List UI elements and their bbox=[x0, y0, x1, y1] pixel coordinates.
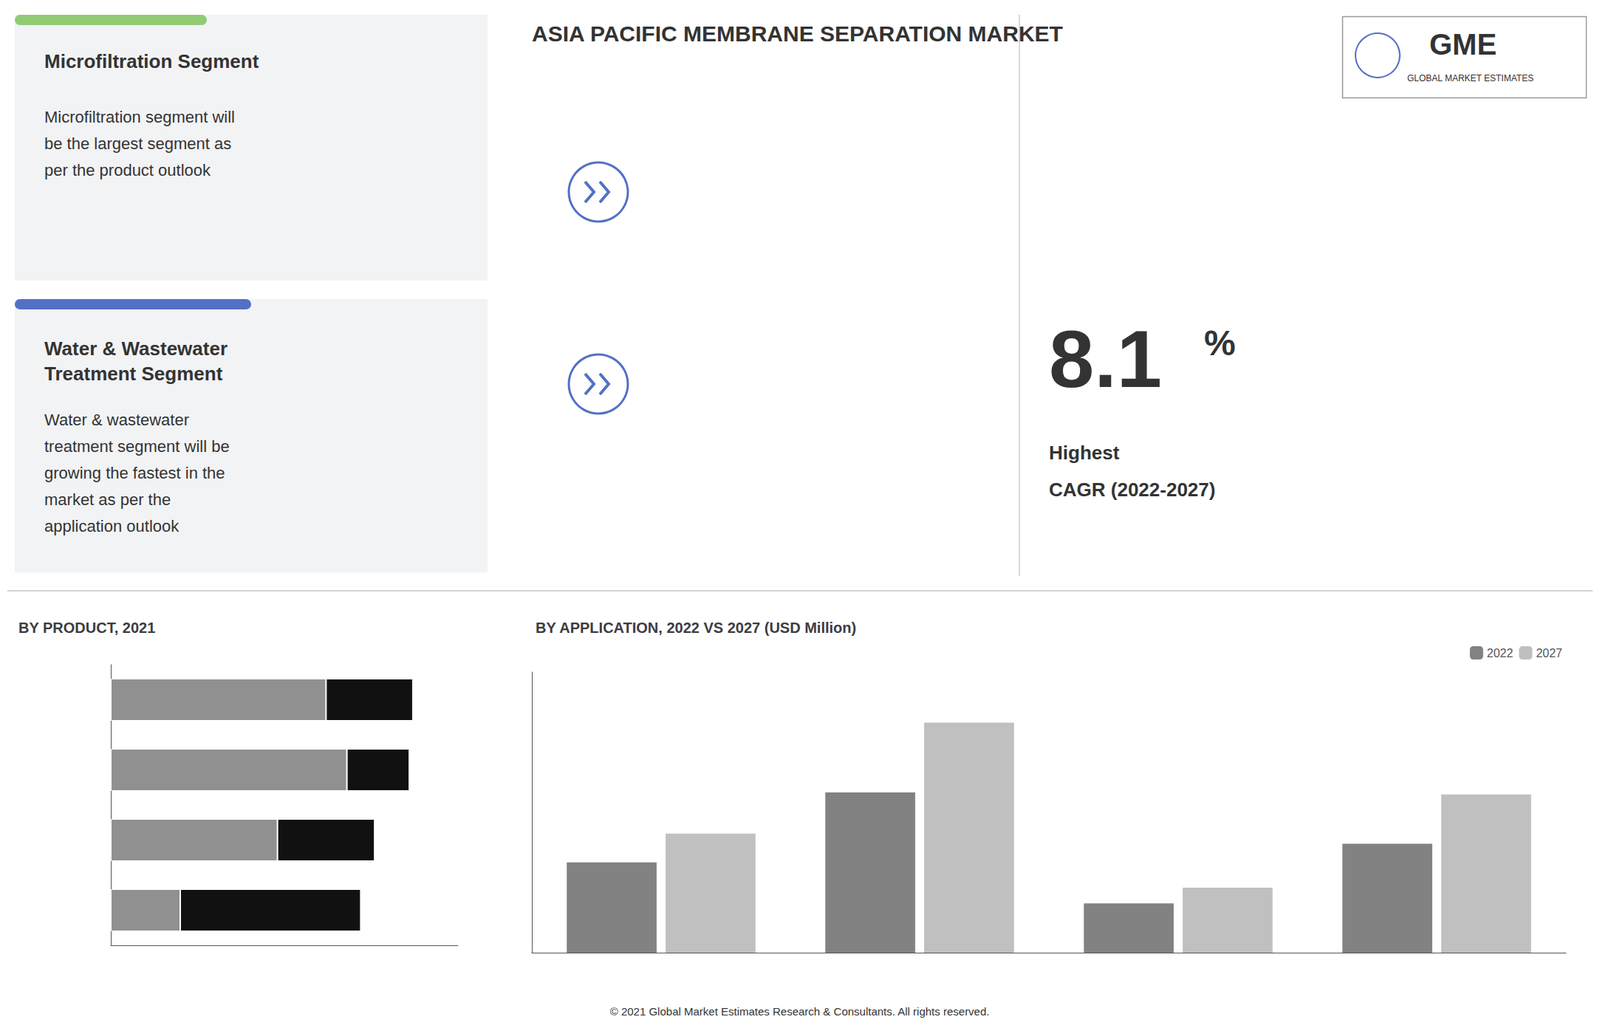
svg-text:© 2021 Global Market Estimates: © 2021 Global Market Estimates Research … bbox=[610, 1005, 990, 1018]
svg-text:per the product outlook: per the product outlook bbox=[44, 161, 212, 180]
svg-text:be the largest segment as: be the largest segment as bbox=[44, 134, 232, 153]
svg-text:ASIA PACIFIC MEMBRANE SEPARATI: ASIA PACIFIC MEMBRANE SEPARATION MARKET bbox=[531, 21, 1063, 46]
svg-text:BY PRODUCT, 2021: BY PRODUCT, 2021 bbox=[18, 619, 156, 637]
svg-text:GLOBAL MARKET ESTIMATES: GLOBAL MARKET ESTIMATES bbox=[1407, 73, 1534, 84]
svg-text:application outlook: application outlook bbox=[44, 517, 180, 536]
svg-text:market as per the: market as per the bbox=[44, 490, 171, 509]
svg-text:GME: GME bbox=[1429, 28, 1497, 61]
svg-text:growing the fastest in the: growing the fastest in the bbox=[44, 463, 226, 483]
svg-text:Microfiltration Segment: Microfiltration Segment bbox=[44, 50, 260, 73]
svg-text:Highest: Highest bbox=[1048, 441, 1120, 464]
svg-text:Microfiltration segment will: Microfiltration segment will bbox=[44, 107, 235, 127]
svg-text:Treatment Segment: Treatment Segment bbox=[44, 362, 224, 385]
svg-text:8.1: 8.1 bbox=[1048, 313, 1162, 405]
svg-text:Water & wastewater: Water & wastewater bbox=[44, 410, 190, 430]
svg-text:BY APPLICATION, 2022 VS 2027 (: BY APPLICATION, 2022 VS 2027 (USD Millio… bbox=[535, 619, 857, 637]
svg-text:treatment segment will be: treatment segment will be bbox=[44, 437, 230, 456]
svg-text:Water & Wastewater: Water & Wastewater bbox=[44, 337, 228, 360]
svg-text:2027: 2027 bbox=[1535, 647, 1563, 660]
svg-text:2022: 2022 bbox=[1486, 647, 1514, 660]
svg-text:CAGR (2022-2027): CAGR (2022-2027) bbox=[1048, 478, 1216, 501]
svg-text:%: % bbox=[1204, 323, 1236, 363]
